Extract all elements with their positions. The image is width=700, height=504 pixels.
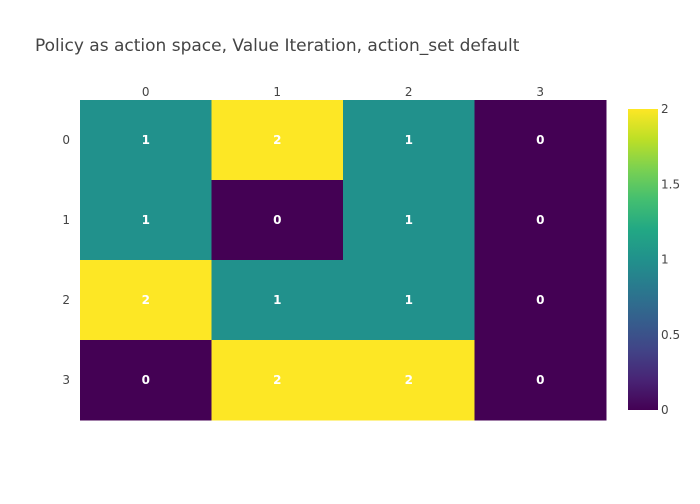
heatmap-cell-r0-c2 (343, 100, 475, 181)
colorbar-tick-label: 1 (661, 253, 669, 267)
heatmap-cell-r3-c0 (80, 340, 212, 421)
y-tick-label: 3 (62, 373, 70, 387)
x-tick-label: 3 (536, 85, 544, 99)
heatmap-cell-r3-c2 (343, 340, 475, 421)
x-axis-ticks: 0 1 2 3 (142, 85, 544, 99)
colorbar-tick-label: 2 (661, 102, 669, 116)
colorbar-gradient (628, 109, 658, 410)
chart-title: Policy as action space, Value Iteration,… (35, 36, 520, 56)
cell-value-label: 0 (536, 293, 544, 307)
cell-value-label: 0 (536, 373, 544, 387)
heatmap-cell-r0-c0 (80, 100, 212, 181)
heatmap-cell-r3-c1 (211, 340, 344, 421)
colorbar: 0 0.5 1 1.5 2 (628, 102, 680, 417)
cell-value-label: 1 (142, 133, 150, 147)
x-tick-label: 2 (405, 85, 413, 99)
y-tick-label: 1 (62, 213, 70, 227)
heatmap-cell-r3-c3 (474, 340, 607, 421)
cell-value-label: 2 (405, 373, 413, 387)
cell-value-label: 0 (536, 213, 544, 227)
cell-value-label: 0 (273, 213, 281, 227)
colorbar-tick-label: 0 (661, 403, 669, 417)
heatmap-cells (80, 100, 607, 421)
heatmap-cell-r1-c2 (343, 180, 475, 261)
heatmap-cell-r1-c1 (211, 180, 344, 261)
heatmap-cell-r2-c3 (474, 260, 607, 341)
cell-value-label: 2 (142, 293, 150, 307)
cell-value-label: 1 (405, 293, 413, 307)
y-axis-ticks: 0 1 2 3 (62, 133, 70, 387)
y-tick-label: 0 (62, 133, 70, 147)
cell-value-label: 0 (142, 373, 150, 387)
colorbar-tick-label: 1.5 (661, 177, 680, 191)
heatmap-cell-r2-c2 (343, 260, 475, 341)
x-tick-label: 0 (142, 85, 150, 99)
heatmap-cell-r0-c3 (474, 100, 607, 181)
cell-value-label: 1 (405, 133, 413, 147)
heatmap-cell-labels: 1 2 1 0 1 0 1 0 2 1 1 0 0 2 2 0 (142, 133, 545, 387)
colorbar-tick-label: 0.5 (661, 328, 680, 342)
cell-value-label: 0 (536, 133, 544, 147)
heatmap-cell-r0-c1 (211, 100, 344, 181)
heatmap-cell-r2-c0 (80, 260, 212, 341)
cell-value-label: 1 (142, 213, 150, 227)
heatmap-cell-r1-c3 (474, 180, 607, 261)
y-tick-label: 2 (62, 293, 70, 307)
cell-value-label: 2 (273, 373, 281, 387)
cell-value-label: 1 (405, 213, 413, 227)
cell-value-label: 1 (273, 293, 281, 307)
heatmap-cell-r1-c0 (80, 180, 212, 261)
heatmap-cell-r2-c1 (211, 260, 344, 341)
cell-value-label: 2 (273, 133, 281, 147)
x-tick-label: 1 (273, 85, 281, 99)
